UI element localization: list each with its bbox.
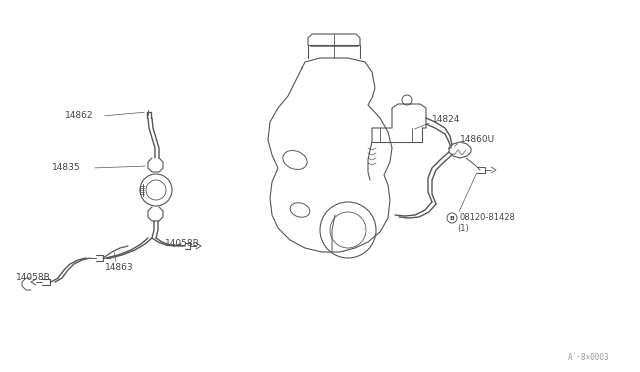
Text: 14058B: 14058B [16, 273, 51, 282]
Text: A´·8×0003: A´·8×0003 [568, 353, 610, 362]
Text: 14862: 14862 [65, 112, 93, 121]
Text: 08120-81428: 08120-81428 [459, 214, 515, 222]
Text: 14835: 14835 [52, 164, 81, 173]
Text: B: B [449, 215, 454, 221]
Text: (1): (1) [457, 224, 468, 234]
Text: 14824: 14824 [432, 115, 460, 125]
Text: 14863: 14863 [105, 263, 134, 273]
Text: 14058B: 14058B [165, 240, 200, 248]
Text: 14860U: 14860U [460, 135, 495, 144]
